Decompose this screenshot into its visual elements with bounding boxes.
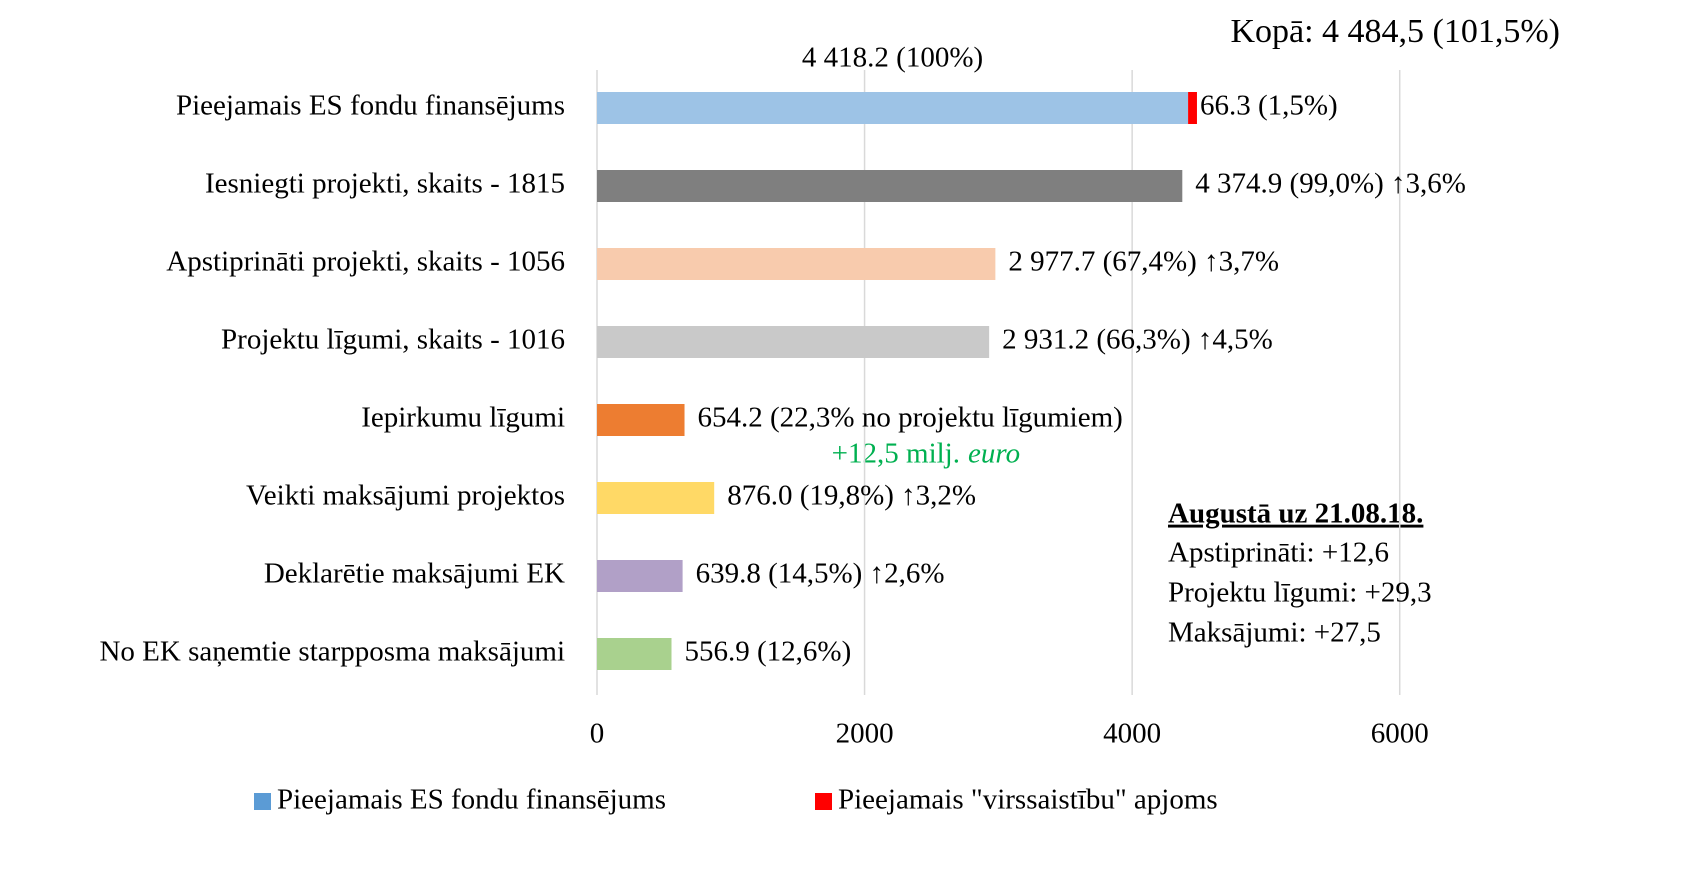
value-label: 654.2 (22,3% no projektu līgumiem) (698, 402, 1123, 434)
value-label: 2 931.2 (66,3%) ↑4,5% (1002, 324, 1273, 356)
bar (597, 92, 1189, 124)
y-tick-label: Projektu līgumi, skaits - 1016 (221, 324, 565, 356)
chart-title: Kopā: 4 484,5 (101,5%) (1230, 13, 1560, 50)
info-box-title: Augustā uz 21.08.18. (1168, 498, 1423, 530)
y-tick-label: Apstiprināti projekti, skaits - 1056 (166, 246, 565, 278)
info-box-line: Projektu līgumi: +29,3 (1168, 577, 1432, 609)
y-tick-label: Deklarētie maksājumi EK (264, 558, 565, 590)
annotation: euro (968, 438, 1020, 470)
value-label: 876.0 (19,8%) ↑3,2% (727, 480, 976, 512)
value-label: 4 418.2 (100%) (802, 42, 983, 74)
x-tick-label: 0 (590, 718, 605, 750)
info-box-line: Maksājumi: +27,5 (1168, 617, 1381, 649)
bar (597, 560, 683, 592)
legend-swatch (254, 793, 271, 810)
y-tick-label: Iesniegti projekti, skaits - 1815 (205, 168, 565, 200)
annotation: +12,5 milj. (832, 438, 960, 470)
bar (1188, 92, 1197, 124)
info-box-line: Apstiprināti: +12,6 (1168, 537, 1389, 569)
value-label: 2 977.7 (67,4%) ↑3,7% (1008, 246, 1279, 278)
legend-label: Pieejamais ES fondu finansējums (277, 784, 666, 816)
value-label: 556.9 (12,6%) (685, 636, 852, 668)
bar (597, 326, 990, 358)
x-tick-label: 2000 (836, 718, 894, 750)
y-tick-label: No EK saņemtie starpposma maksājumi (99, 636, 565, 668)
bar (597, 638, 672, 670)
x-tick-label: 4000 (1103, 718, 1161, 750)
legend-swatch (815, 793, 832, 810)
legend-label: Pieejamais "virssaistību" apjoms (838, 784, 1218, 816)
bar (597, 482, 715, 514)
bar (597, 170, 1183, 202)
value-label: 66.3 (1,5%) (1200, 90, 1338, 122)
value-label: 4 374.9 (99,0%) ↑3,6% (1195, 168, 1466, 200)
y-tick-label: Iepirkumu līgumi (361, 402, 565, 434)
bar (597, 404, 685, 436)
x-tick-label: 6000 (1371, 718, 1429, 750)
y-tick-label: Veikti maksājumi projektos (246, 480, 565, 512)
value-label: 639.8 (14,5%) ↑2,6% (696, 558, 945, 590)
y-tick-label: Pieejamais ES fondu finansējums (176, 90, 565, 122)
bar (597, 248, 996, 280)
